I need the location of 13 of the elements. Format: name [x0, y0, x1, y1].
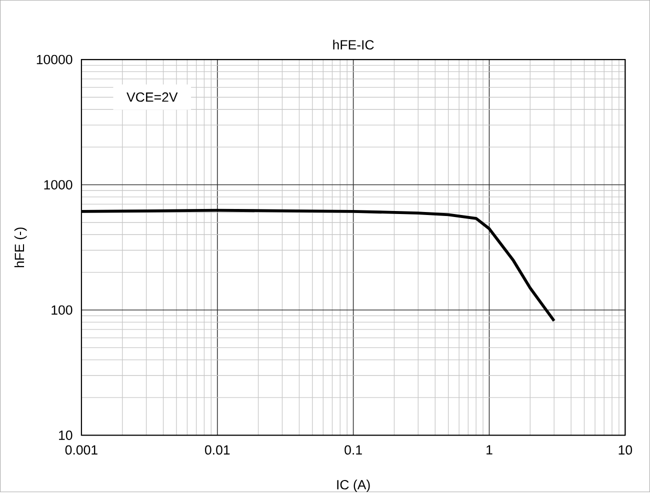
x-tick-label: 1	[486, 445, 492, 454]
x-tick-label: 0.01	[204, 445, 230, 454]
y-tick-label: 100	[52, 305, 72, 314]
x-tick-label: 0.001	[65, 445, 98, 454]
chart-title: hFE-IC	[333, 40, 374, 50]
y-tick-label: 10000	[36, 54, 72, 64]
x-axis-title: IC (A)	[337, 479, 370, 492]
annotation: VCE=2V	[126, 92, 178, 102]
y-tick-label: 10	[59, 430, 72, 440]
x-tick-label: 0.1	[344, 445, 362, 454]
y-axis-title: hFE (-)	[14, 227, 27, 267]
y-tick-label: 1000	[44, 180, 72, 190]
x-tick-label: 10	[618, 445, 632, 454]
